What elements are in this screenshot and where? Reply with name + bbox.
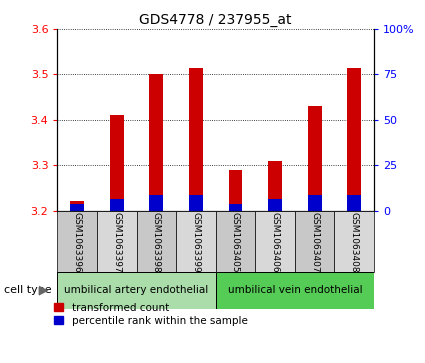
Bar — [215, 211, 255, 272]
Text: GSM1063398: GSM1063398 — [152, 212, 161, 273]
Bar — [229, 204, 242, 211]
Bar — [308, 195, 322, 211]
Legend: transformed count, percentile rank within the sample: transformed count, percentile rank withi… — [54, 303, 248, 326]
Text: umbilical vein endothelial: umbilical vein endothelial — [227, 285, 362, 295]
Bar — [189, 68, 203, 211]
Text: umbilical artery endothelial: umbilical artery endothelial — [65, 285, 209, 295]
Text: GSM1063397: GSM1063397 — [112, 212, 121, 273]
Bar — [347, 68, 361, 211]
Bar — [176, 211, 215, 272]
Bar — [110, 199, 124, 211]
Bar — [334, 211, 374, 272]
Bar — [136, 211, 176, 272]
Text: ▶: ▶ — [39, 284, 49, 297]
Title: GDS4778 / 237955_at: GDS4778 / 237955_at — [139, 13, 292, 26]
Bar — [229, 170, 242, 211]
Bar — [268, 199, 282, 211]
Bar — [150, 74, 163, 211]
Bar — [57, 211, 97, 272]
Text: GSM1063396: GSM1063396 — [73, 212, 82, 273]
Bar — [268, 160, 282, 211]
Bar — [97, 211, 136, 272]
Bar — [110, 115, 124, 211]
Bar — [189, 195, 203, 211]
Text: GSM1063406: GSM1063406 — [271, 212, 280, 273]
Bar — [150, 195, 163, 211]
Bar — [255, 211, 295, 272]
Text: GSM1063399: GSM1063399 — [191, 212, 201, 273]
Bar — [347, 195, 361, 211]
Text: GSM1063405: GSM1063405 — [231, 212, 240, 273]
Bar — [70, 204, 84, 211]
Bar — [57, 272, 215, 309]
Bar — [295, 211, 334, 272]
Bar — [215, 272, 374, 309]
Text: GSM1063408: GSM1063408 — [350, 212, 359, 273]
Bar — [308, 106, 322, 211]
Text: GSM1063407: GSM1063407 — [310, 212, 319, 273]
Bar — [70, 201, 84, 211]
Text: cell type: cell type — [4, 285, 52, 295]
